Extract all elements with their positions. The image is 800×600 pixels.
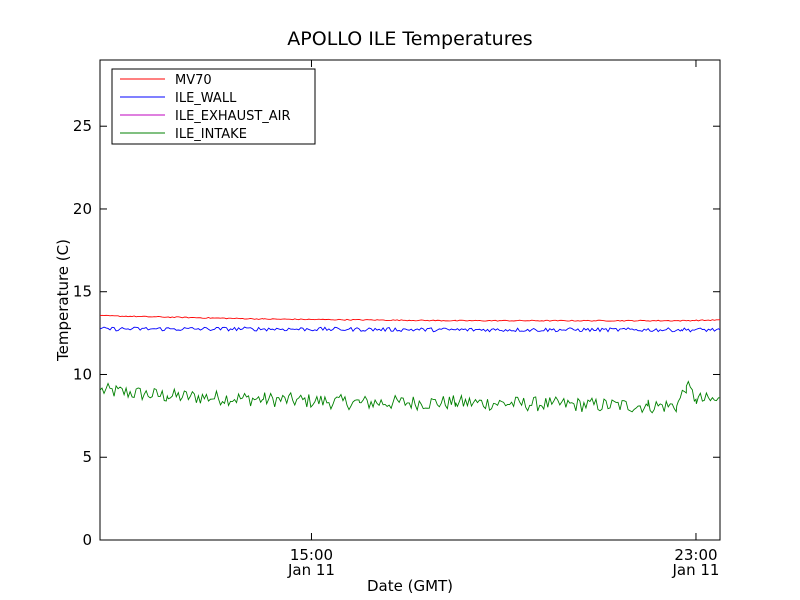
x-tick-label-date: Jan 11 [287, 561, 335, 579]
legend-label-ile-intake: ILE_INTAKE [175, 127, 247, 142]
legend-label-ile-wall: ILE_WALL [175, 91, 237, 106]
x-tick-label-time: 15:00 [290, 546, 333, 564]
legend: MV70 ILE_WALL ILE_EXHAUST_AIR ILE_INTAKE [111, 68, 316, 145]
legend-box [111, 68, 316, 145]
legend-label-ile-exhaust-air: ILE_EXHAUST_AIR [175, 109, 291, 124]
series-layer [100, 314, 720, 414]
y-tick-label: 25 [73, 117, 92, 135]
y-tick-label: 15 [73, 283, 92, 301]
x-tick-label-date: Jan 11 [671, 561, 719, 579]
series-line-ile-intake [100, 380, 720, 414]
y-tick-label: 20 [73, 200, 92, 218]
y-tick-label: 0 [82, 531, 92, 549]
y-axis-ticks: 0 5 10 15 20 25 [73, 117, 720, 549]
series-line-mv70 [100, 314, 720, 322]
y-axis-label: Temperature (C) [54, 239, 72, 362]
chart-title: APOLLO ILE Temperatures [287, 28, 532, 50]
legend-label-mv70: MV70 [175, 73, 212, 88]
y-tick-label: 10 [73, 365, 92, 383]
y-tick-label: 5 [82, 448, 92, 466]
x-tick-label-time: 23:00 [674, 546, 717, 564]
x-axis-label: Date (GMT) [367, 577, 453, 595]
series-line-ile-wall [100, 326, 720, 333]
